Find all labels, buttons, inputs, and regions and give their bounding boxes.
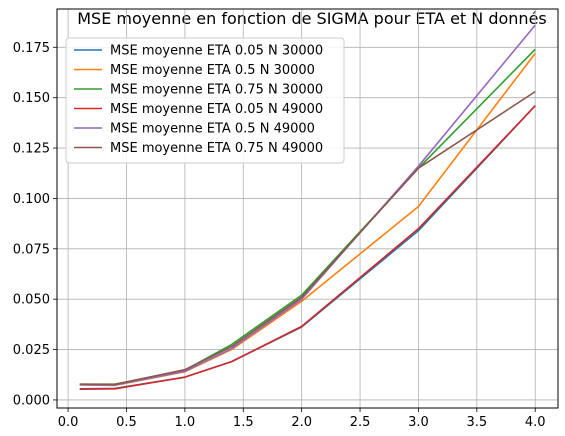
y-tick-label: 0.025: [13, 343, 50, 358]
x-tick-label: 2.0: [291, 415, 312, 430]
plot-frame: [56, 8, 559, 409]
series-line-4: [79, 105, 536, 391]
chart-title: MSE moyenne en fonction de SIGMA pour ET…: [77, 9, 547, 28]
series-line-6: [79, 90, 536, 386]
legend-box: [65, 37, 345, 164]
x-tick-label: 4.0: [525, 415, 546, 430]
y-tick-label: 0.125: [13, 142, 50, 157]
series-lines: [79, 24, 536, 391]
x-tick-label: 0.0: [58, 415, 79, 430]
x-tick-label: 1.5: [233, 415, 254, 430]
legend-label: MSE moyenne ETA 0.05 N 30000: [110, 44, 323, 59]
x-axis: 0.0 0.5 1.0 1.5 2.0 2.5 3.0 3.5 4.0: [58, 408, 546, 430]
x-tick-label: 0.5: [116, 415, 137, 430]
y-tick-label: 0.000: [13, 393, 50, 408]
x-tick-label: 3.5: [466, 415, 487, 430]
legend: MSE moyenne ETA 0.05 N 30000 MSE moyenne …: [65, 37, 345, 164]
y-tick-label: 0.175: [13, 41, 50, 56]
y-axis: 0.000 0.025 0.050 0.075 0.100 0.125 0.150 0.175: [13, 41, 57, 408]
legend-label: MSE moyenne ETA 0.75 N 49000: [110, 141, 323, 156]
legend-label: MSE moyenne ETA 0.05 N 49000: [110, 102, 323, 117]
x-tick-label: 3.0: [408, 415, 429, 430]
x-tick-label: 2.5: [350, 415, 371, 430]
y-tick-label: 0.150: [13, 91, 50, 106]
legend-label: MSE moyenne ETA 0.5 N 49000: [110, 122, 315, 137]
y-tick-label: 0.050: [13, 293, 50, 308]
y-tick-label: 0.100: [13, 192, 50, 207]
legend-label: MSE moyenne ETA 0.75 N 30000: [110, 83, 323, 98]
legend-label: MSE moyenne ETA 0.5 N 30000: [110, 63, 315, 78]
y-tick-label: 0.075: [13, 242, 50, 257]
x-tick-label: 1.0: [175, 415, 196, 430]
